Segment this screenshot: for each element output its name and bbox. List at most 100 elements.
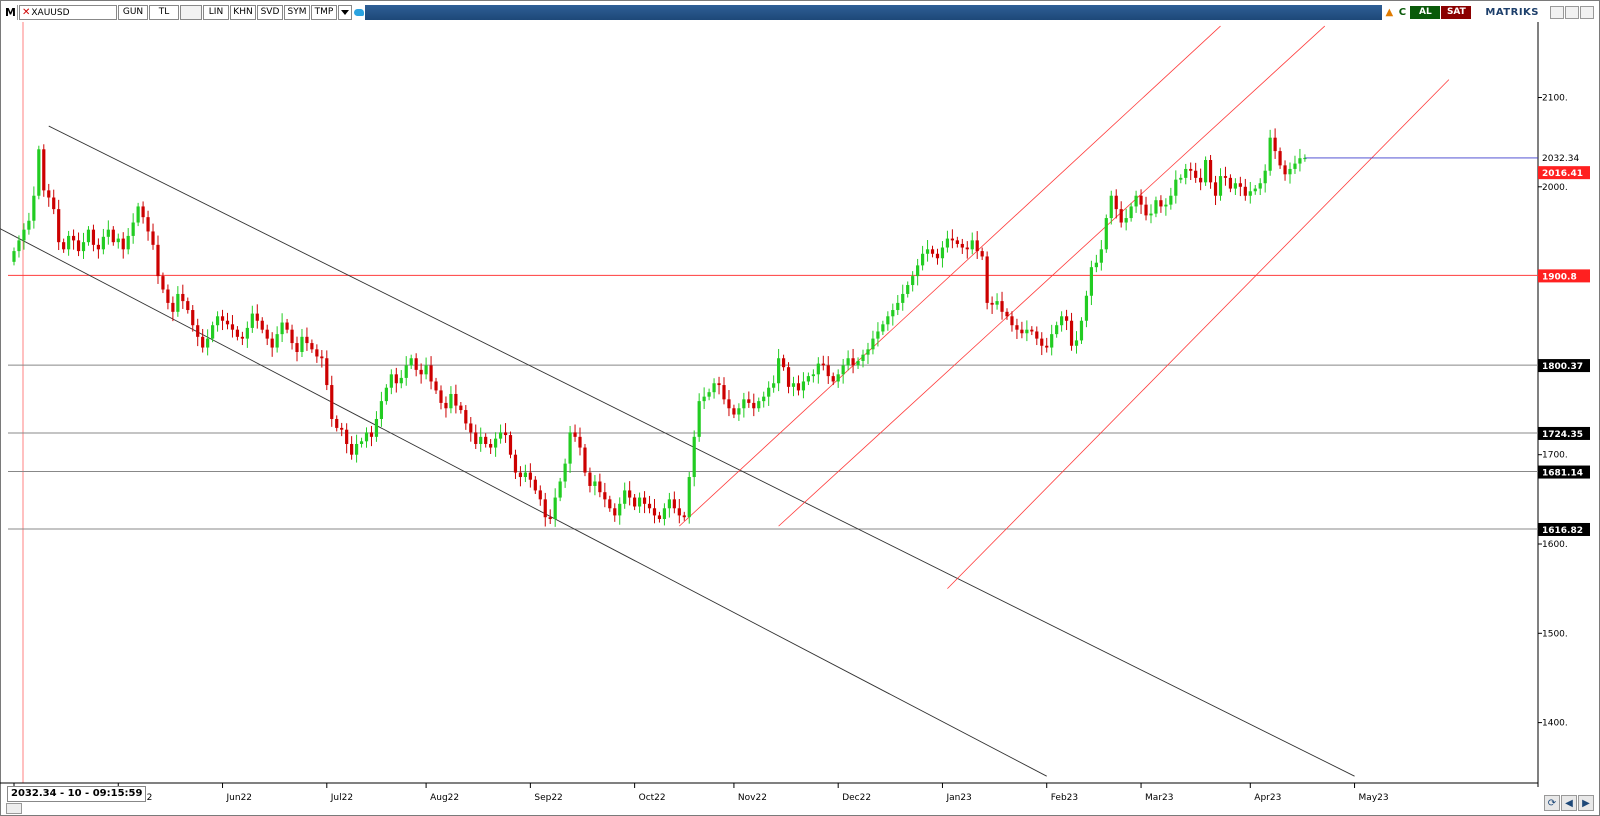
candle-body — [479, 436, 483, 444]
candle-body — [1129, 206, 1133, 219]
candle-body — [320, 356, 324, 359]
candle-body — [935, 253, 940, 259]
button-tl[interactable]: TL — [149, 5, 179, 20]
candle-body — [374, 418, 379, 437]
candle-body — [1109, 195, 1113, 219]
candle-body — [444, 402, 448, 409]
candle-body — [702, 396, 706, 402]
scroll-left-icon[interactable]: ◀ — [1561, 795, 1577, 811]
candle-body — [717, 383, 721, 386]
candle-body — [732, 408, 736, 415]
sell-button[interactable]: SAT — [1441, 6, 1472, 19]
button-lin[interactable]: LIN — [203, 5, 229, 20]
candle-body — [240, 336, 244, 339]
candle-body — [414, 358, 418, 370]
y-tick-label: 1700. — [1542, 451, 1568, 461]
candle-body — [464, 410, 468, 424]
chart-nav: ⟳ ◀ ▶ — [1543, 795, 1594, 811]
candle-body — [1238, 183, 1242, 187]
candle-body — [191, 310, 195, 326]
candle-body — [1288, 168, 1292, 175]
candle-body — [1134, 195, 1138, 207]
candle-body — [925, 249, 930, 254]
candle-body — [861, 354, 865, 361]
toolbar-right: ▲ C AL SAT MATRIKS — [1382, 5, 1594, 20]
close-window-button[interactable] — [1580, 6, 1594, 19]
candle-body — [727, 399, 731, 409]
candle-body — [563, 463, 567, 482]
candle-body — [791, 383, 796, 387]
candle-body — [81, 242, 86, 252]
candle-body — [469, 423, 473, 433]
candle-body — [682, 515, 686, 518]
scroll-handle[interactable] — [6, 803, 22, 814]
candle-body — [1099, 249, 1103, 263]
candle-body — [384, 387, 388, 402]
candle-body — [280, 322, 284, 335]
candle-body — [196, 325, 200, 337]
candle-body — [270, 338, 274, 348]
trendline-red-channel-2 — [778, 25, 1326, 527]
minimize-button[interactable] — [1550, 6, 1564, 19]
refresh-c-button[interactable]: C — [1398, 7, 1407, 18]
candle-body — [901, 293, 905, 303]
restore-button[interactable] — [1565, 6, 1579, 19]
candle-body — [871, 338, 875, 350]
level-price-tag-label: 1900.8 — [1542, 272, 1577, 282]
candle-body — [851, 358, 855, 366]
candle-body — [1079, 320, 1084, 341]
candle-body — [141, 206, 145, 218]
candle-body — [1064, 316, 1069, 321]
candle-body — [752, 402, 756, 409]
price-tag — [1538, 166, 1590, 180]
close-icon[interactable]: ✕ — [22, 7, 31, 18]
candle-body — [121, 238, 125, 250]
button-gun[interactable]: GUN — [118, 5, 148, 20]
chevron-down-icon — [341, 10, 349, 15]
button-khn[interactable]: KHN — [230, 5, 256, 20]
button-svd[interactable]: SVD — [257, 5, 283, 20]
button-tmp[interactable]: TMP — [311, 5, 337, 20]
x-tick-label: Jan23 — [945, 793, 971, 803]
twitter-icon[interactable] — [353, 6, 365, 19]
candle-body — [106, 229, 110, 237]
button-sym[interactable]: SYM — [284, 5, 310, 20]
flame-icon[interactable]: ▲ — [1385, 7, 1394, 18]
mode-button[interactable]: M — [4, 5, 18, 20]
dropdown-button[interactable] — [338, 5, 352, 20]
candle-body — [1074, 340, 1079, 346]
candle-body — [176, 293, 180, 312]
candle-body — [1228, 177, 1233, 189]
candle-body — [1104, 218, 1108, 250]
reset-view-icon[interactable]: ⟳ — [1544, 795, 1560, 811]
symbol-field[interactable]: ✕ XAUUSD — [19, 5, 117, 20]
candle-body — [255, 313, 259, 321]
candle-body — [47, 190, 51, 198]
scroll-right-icon[interactable]: ▶ — [1578, 795, 1594, 811]
candle-body — [528, 472, 532, 480]
candle-body — [12, 251, 16, 262]
price-readout: 2032.34 - 10 - 09:15:59 — [7, 786, 147, 802]
candle-body — [891, 310, 895, 317]
candle-body — [340, 427, 344, 430]
level-price-tag-label: 1616.82 — [1542, 526, 1583, 536]
buy-button[interactable]: AL — [1410, 6, 1441, 19]
candle-body — [91, 229, 96, 245]
candle-body — [737, 408, 741, 415]
candle-body — [985, 256, 989, 303]
y-tick-label: 2100. — [1542, 94, 1568, 104]
candle-body — [27, 220, 31, 230]
candle-body — [494, 438, 498, 448]
candle-body — [1174, 179, 1178, 196]
candle-body — [1094, 262, 1098, 268]
x-tick-label: Dec22 — [842, 793, 871, 803]
candle-body — [593, 481, 597, 486]
candle-body — [345, 429, 349, 444]
candle-body — [424, 365, 428, 375]
candle-body — [1263, 170, 1267, 184]
candle-body — [230, 324, 235, 330]
candle-body — [637, 497, 642, 507]
candle-body — [52, 197, 56, 210]
candle-body — [538, 490, 542, 500]
